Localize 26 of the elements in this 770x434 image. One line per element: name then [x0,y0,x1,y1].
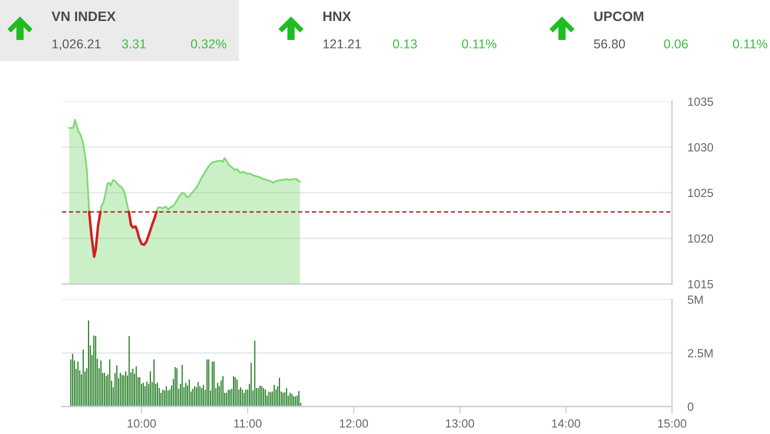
y-tick-label: 1035 [688,98,714,106]
text: 0.06 [664,39,688,48]
x-tick-label: 13:00 [446,419,474,428]
x-tick-label: 14:00 [552,419,580,428]
text: HNX [323,12,352,22]
x-tick-label: 10:00 [128,419,156,428]
text: 121.21 [323,39,361,48]
text: 1,026.21 [52,39,101,50]
y-tick-label: 1020 [688,234,714,243]
text: 56.80 [594,39,625,48]
text: 3.31 [122,39,146,48]
x-tick-label: 11:00 [234,419,262,428]
text: UPCOM [594,12,644,22]
y-tick-label: 5M [688,296,703,304]
y-tick-label: 1015 [688,280,714,288]
y-tick-label: 2.5M [688,349,713,358]
y-tick-label: 0 [688,402,694,411]
text: 0.32% [191,39,226,48]
text: 0.11% [733,39,768,48]
x-tick-label: 15:00 [658,419,686,428]
text: 0.11% [462,39,496,48]
y-tick-label: 1030 [688,143,714,152]
text: VN INDEX [52,12,116,22]
x-tick-label: 12:00 [340,419,368,428]
text: 0.13 [393,39,417,48]
y-tick-label: 1025 [688,188,714,198]
